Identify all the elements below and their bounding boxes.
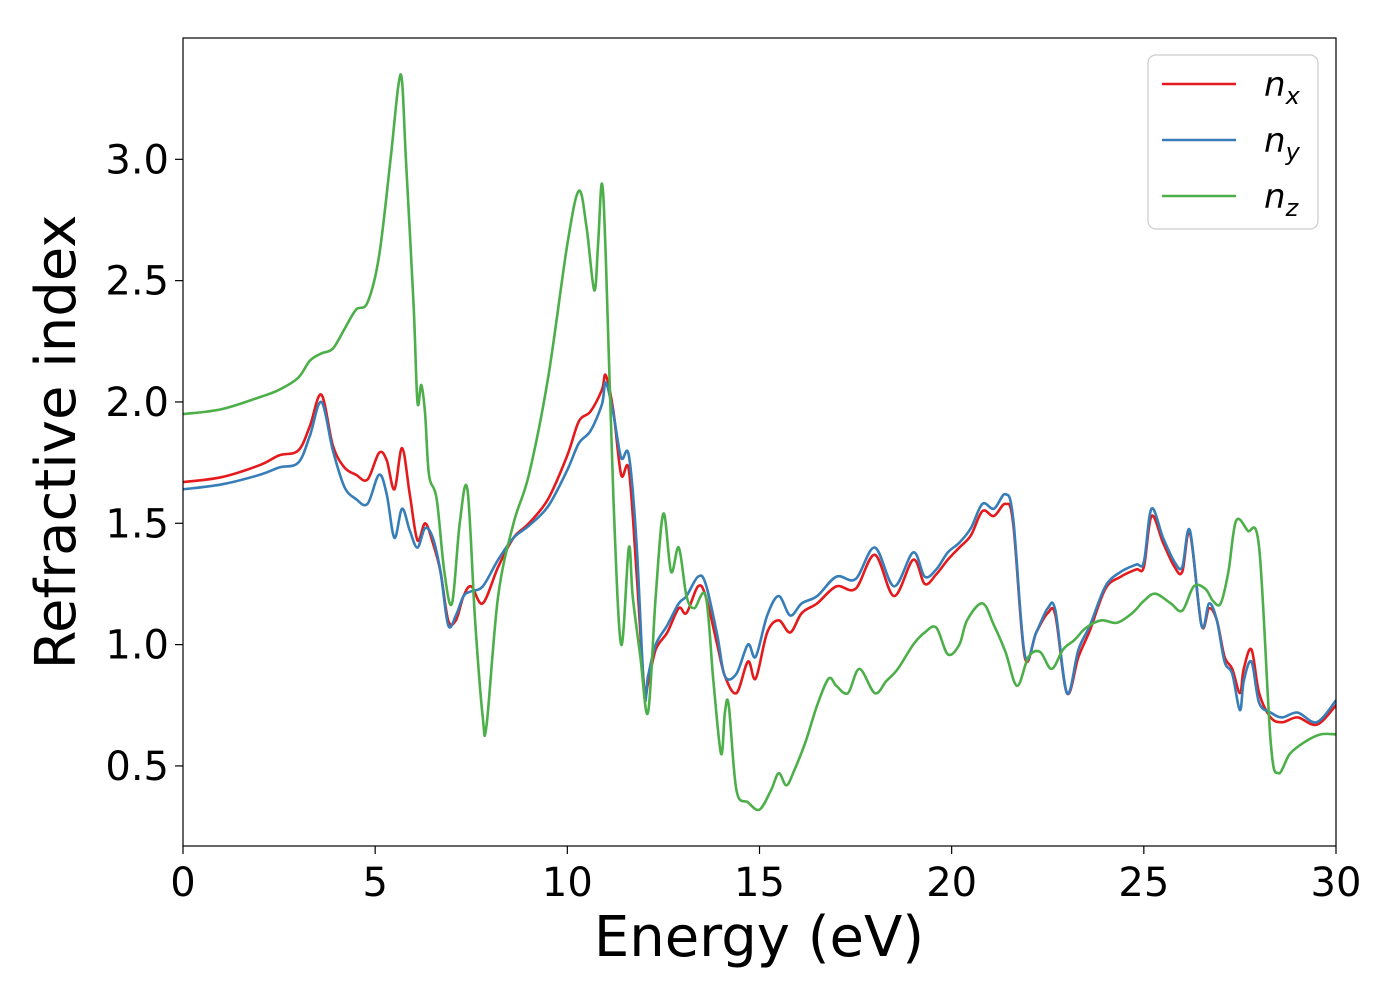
- y-tick-label: 1.5: [105, 501, 169, 547]
- x-tick-label: 5: [362, 860, 387, 906]
- y-tick-label: 0.5: [105, 744, 169, 790]
- series-line-z: [183, 73, 1336, 812]
- axes-frame: [182, 37, 1337, 847]
- y-axis-label: Refractive index: [24, 215, 89, 670]
- legend: nx ny nz: [1147, 54, 1319, 230]
- series-lines: [183, 73, 1336, 812]
- legend-label-y: ny: [1264, 121, 1301, 166]
- y-tick-label: 3.0: [105, 137, 169, 183]
- y-tick-label: 1.0: [105, 623, 169, 669]
- x-axis-label: Energy (eV): [594, 905, 924, 970]
- legend-box: [1147, 54, 1319, 230]
- y-tick-label: 2.0: [105, 380, 169, 426]
- x-tick-label: 20: [926, 860, 977, 906]
- series-line-y: [183, 381, 1336, 724]
- x-tick-label: 0: [170, 860, 195, 906]
- series-line-x: [183, 373, 1336, 727]
- x-tick-label: 15: [734, 860, 785, 906]
- legend-label-x: nx: [1264, 65, 1301, 110]
- axis-ticks: 0 5 10 15 20 25 30 0.5 1.0 1.5 2.0 2.5 3.0: [105, 137, 1361, 906]
- x-tick-label: 30: [1311, 860, 1362, 906]
- x-tick-label: 25: [1118, 860, 1169, 906]
- x-tick-label: 10: [542, 860, 593, 906]
- y-tick-label: 2.5: [105, 259, 169, 305]
- legend-label-z: nz: [1264, 177, 1300, 222]
